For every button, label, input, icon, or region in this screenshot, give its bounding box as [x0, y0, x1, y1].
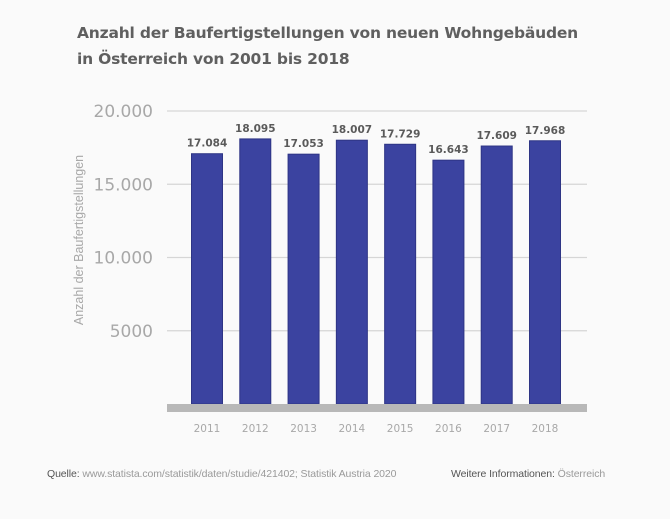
y-tick-labels: 5000 10.000 15.000 20.000: [94, 102, 153, 342]
bar-2015: [384, 143, 417, 405]
value-label: 16.643: [428, 144, 469, 156]
y-axis-label: Anzahl der Baufertigstellungen: [72, 155, 86, 325]
x-tick-label: 2017: [483, 423, 510, 435]
y-tick-label: 5000: [110, 322, 153, 342]
value-label: 17.084: [187, 138, 228, 150]
x-tick-label: 2018: [532, 423, 559, 435]
bar-2017: [480, 145, 513, 405]
x-tick-label: 2012: [242, 423, 269, 435]
bars: [191, 138, 561, 405]
value-label: 18.095: [235, 123, 276, 135]
info-value: Österreich: [557, 468, 606, 480]
bar-2012: [239, 138, 272, 405]
x-tick-label: 2016: [435, 423, 462, 435]
y-tick-label: 15.000: [94, 175, 153, 195]
bar-2014: [335, 139, 368, 405]
info-note: Weitere Informationen: Österreich: [451, 468, 605, 480]
x-tick-label: 2013: [290, 423, 317, 435]
chart-title: Anzahl der Baufertigstellungen von neuen…: [77, 20, 597, 72]
source-note: Quelle: www.statista.com/statistik/daten…: [47, 468, 397, 480]
x-tick-label: 2014: [338, 423, 365, 435]
value-labels: 17.084 18.095 17.053 18.007 17.729 16.643 17.6…: [187, 123, 566, 156]
x-tick-label: 2011: [194, 423, 221, 435]
bar-2018: [529, 140, 561, 405]
x-tick-label: 2015: [387, 423, 414, 435]
info-label: Weitere Informationen:: [451, 468, 555, 480]
bar-2016: [432, 159, 465, 405]
value-label: 17.968: [525, 125, 566, 137]
x-tick-labels: 2011 2012 2013 2014 2015 2016 2017 2018: [194, 423, 559, 435]
chart-title-line-1: Anzahl der Baufertigstellungen von neuen…: [77, 24, 579, 42]
value-label: 17.609: [476, 130, 517, 142]
gridlines: [167, 110, 587, 332]
bar-2011: [191, 153, 223, 405]
y-tick-label: 10.000: [94, 249, 153, 269]
value-label: 17.053: [283, 138, 324, 150]
value-label: 18.007: [332, 124, 373, 136]
x-axis-bar: [167, 404, 587, 412]
source-label: Quelle:: [47, 468, 80, 480]
value-label: 17.729: [380, 128, 421, 140]
source-value: www.statista.com/statistik/daten/studie/…: [82, 468, 397, 480]
bar-2013: [287, 153, 320, 405]
y-tick-label: 20.000: [94, 102, 153, 122]
chart-title-line-2: in Österreich von 2001 bis 2018: [77, 50, 350, 68]
